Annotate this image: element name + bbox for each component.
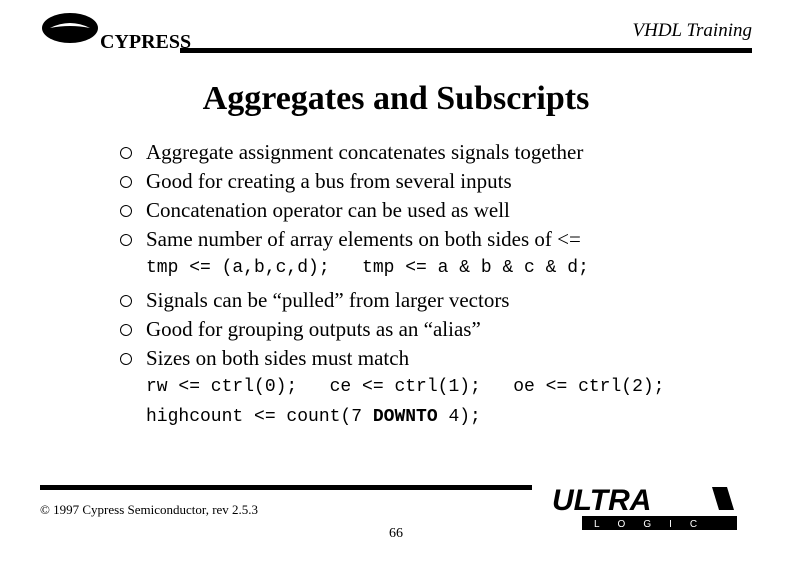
bullet-marker-icon [120, 204, 138, 218]
ultra-logo: ULTRA LOGIC [552, 482, 742, 532]
bullet-text: Concatenation operator can be used as we… [146, 198, 510, 223]
bullet-text: Aggregate assignment concatenates signal… [146, 140, 583, 165]
bullet-item: Signals can be “pulled” from larger vect… [120, 288, 732, 313]
svg-text:ULTRA: ULTRA [552, 484, 651, 517]
bullet-item: Concatenation operator can be used as we… [120, 198, 732, 223]
cypress-text: CYPRESS [100, 31, 191, 53]
header-title: VHDL Training [633, 20, 753, 42]
slide-title: Aggregates and Subscripts [0, 80, 792, 118]
bullet-marker-icon [120, 323, 138, 337]
code-bold: DOWNTO [373, 407, 438, 427]
content-area: Aggregate assignment concatenates signal… [120, 140, 732, 437]
code-pre: highcount <= count(7 [146, 407, 373, 427]
bullet-item: Good for creating a bus from several inp… [120, 169, 732, 194]
bullet-item: Aggregate assignment concatenates signal… [120, 140, 732, 165]
bullet-text: Same number of array elements on both si… [146, 227, 581, 252]
svg-text:LOGIC: LOGIC [594, 519, 715, 530]
bullet-marker-icon [120, 294, 138, 308]
bullet-text: Good for grouping outputs as an “alias” [146, 317, 481, 342]
bullet-text: Good for creating a bus from several inp… [146, 169, 512, 194]
bullet-marker-icon [120, 352, 138, 366]
copyright-text: © 1997 Cypress Semiconductor, rev 2.5.3 [40, 502, 258, 518]
bullet-marker-icon [120, 175, 138, 189]
code-snippet: highcount <= count(7 DOWNTO 4); [146, 407, 732, 427]
code-post: 4); [438, 407, 481, 427]
bullet-group-b: Signals can be “pulled” from larger vect… [120, 288, 732, 427]
page-number: 66 [389, 526, 403, 542]
code-snippet: tmp <= (a,b,c,d); tmp <= a & b & c & d; [146, 258, 732, 278]
bullet-text: Signals can be “pulled” from larger vect… [146, 288, 509, 313]
bullet-group-a: Aggregate assignment concatenates signal… [120, 140, 732, 278]
header-divider [180, 48, 752, 53]
bullet-item: Same number of array elements on both si… [120, 227, 732, 252]
bullet-marker-icon [120, 233, 138, 247]
bullet-text: Sizes on both sides must match [146, 346, 409, 371]
bullet-marker-icon [120, 146, 138, 160]
footer-divider [40, 485, 532, 490]
bullet-item: Sizes on both sides must match [120, 346, 732, 371]
bullet-item: Good for grouping outputs as an “alias” [120, 317, 732, 342]
code-snippet: rw <= ctrl(0); ce <= ctrl(1); oe <= ctrl… [146, 377, 732, 397]
